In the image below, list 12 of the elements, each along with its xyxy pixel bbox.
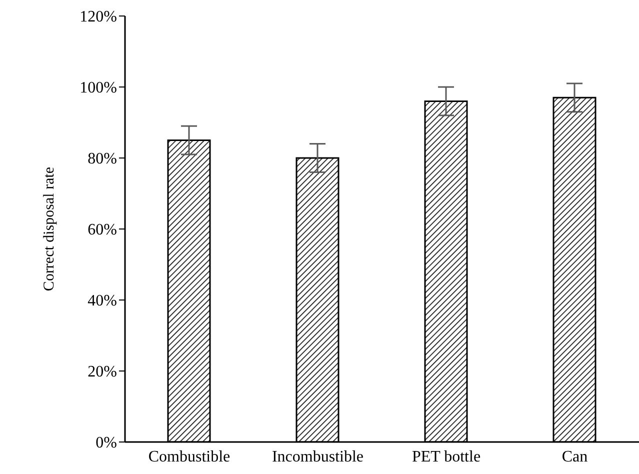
y-tick-label: 100%: [80, 80, 117, 97]
y-axis-title: Correct disposal rate: [41, 166, 58, 292]
x-tick-label: Combustible: [148, 448, 230, 466]
y-tick-label: 20%: [88, 364, 117, 381]
y-tick-label: 60%: [88, 222, 117, 239]
y-tick-label: 40%: [88, 292, 117, 310]
x-tick-label: Incombustible: [272, 448, 364, 466]
x-tick-label: Can: [562, 448, 588, 466]
y-tick-label: 0%: [96, 434, 117, 452]
y-tick-label: 80%: [88, 150, 117, 168]
x-tick-label: PET bottle: [412, 448, 481, 466]
y-tick-label: 120%: [80, 8, 117, 26]
